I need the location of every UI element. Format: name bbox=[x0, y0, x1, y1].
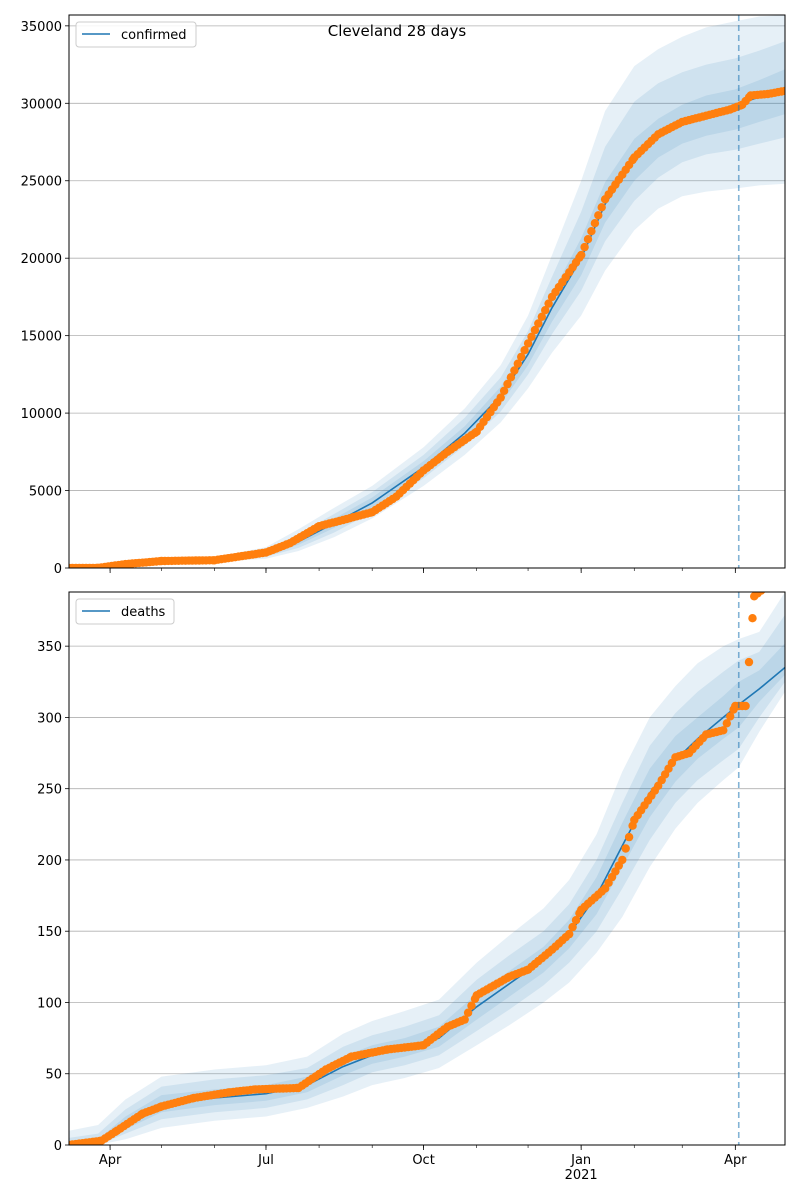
confirmed-observed-point bbox=[496, 393, 505, 402]
confirmed-y-tick-label: 35000 bbox=[21, 20, 62, 35]
deaths-x-tick-label: Jan bbox=[570, 1153, 591, 1168]
deaths-x-tick-label: Apr bbox=[724, 1153, 747, 1168]
deaths-x-tick-label: Apr bbox=[99, 1153, 122, 1168]
deaths-y-axis: 0 50 100 150 200 250 300 350 bbox=[37, 640, 69, 1154]
deaths-observed-point bbox=[467, 1001, 476, 1010]
deaths-x-tick-label: Jul bbox=[257, 1153, 274, 1168]
deaths-observed-point bbox=[568, 922, 577, 932]
confirmed-y-tick-label: 0 bbox=[54, 562, 62, 577]
confirmed-band-2 bbox=[69, 41, 785, 568]
confirmed-observed-point bbox=[499, 386, 509, 395]
deaths-y-tick-label: 200 bbox=[37, 854, 62, 869]
confirmed-observed-point bbox=[577, 250, 586, 260]
confirmed-y-axis: 0 5000 10000 15000 20000 25000 30000 35000 bbox=[21, 20, 69, 577]
confirmed-observed-point bbox=[597, 203, 606, 212]
confirmed-panel: 0 5000 10000 15000 20000 25000 30000 35000 conf… bbox=[21, 14, 786, 577]
confirmed-observed-point bbox=[523, 339, 533, 348]
legend-label-confirmed: confirmed bbox=[121, 28, 187, 43]
deaths-observed-point bbox=[719, 726, 728, 735]
legend-label-deaths: deaths bbox=[121, 605, 166, 620]
confirmed-y-tick-label: 5000 bbox=[29, 485, 62, 500]
confirmed-x-axis bbox=[109, 568, 736, 573]
deaths-observed-point bbox=[463, 1008, 473, 1017]
deaths-band-1 bbox=[69, 592, 785, 1145]
confirmed-observed-point bbox=[590, 219, 600, 228]
confirmed-observed-point bbox=[583, 235, 593, 244]
deaths-observed-point bbox=[565, 929, 574, 939]
deaths-y-tick-label: 150 bbox=[37, 925, 62, 940]
deaths-axes-frame bbox=[68, 591, 786, 1146]
deaths-y-tick-label: 250 bbox=[37, 783, 62, 798]
confirmed-y-tick-label: 30000 bbox=[21, 97, 62, 112]
confirmed-observed-point bbox=[534, 319, 543, 328]
confirmed-observed-point bbox=[544, 299, 553, 308]
confirmed-observed-point bbox=[503, 379, 512, 389]
deaths-observed-point bbox=[722, 719, 731, 728]
deaths-y-tick-label: 100 bbox=[37, 996, 62, 1011]
confirmed-observed-point bbox=[527, 332, 536, 341]
confirmed-y-tick-label: 10000 bbox=[21, 407, 62, 422]
deaths-observed-point bbox=[571, 916, 581, 925]
confirmed-axes-frame bbox=[68, 14, 786, 569]
deaths-observed-points bbox=[69, 592, 766, 1145]
deaths-observed-point bbox=[618, 855, 627, 865]
deaths-legend: deaths bbox=[75, 598, 175, 625]
deaths-observed-point bbox=[741, 701, 750, 711]
confirmed-band-1 bbox=[69, 15, 785, 568]
deaths-x-tick-label: Oct bbox=[412, 1153, 434, 1168]
legend-box bbox=[75, 21, 197, 48]
confirmed-observed-point bbox=[530, 325, 540, 335]
confirmed-observed-point bbox=[510, 366, 519, 375]
deaths-y-tick-label: 0 bbox=[54, 1139, 62, 1154]
confirmed-observed-points bbox=[69, 86, 785, 568]
chart-title: Cleveland 28 days bbox=[328, 22, 467, 40]
confirmed-observed-point bbox=[541, 306, 550, 315]
confirmed-observed-point bbox=[580, 242, 589, 252]
deaths-observed-point bbox=[744, 657, 754, 667]
deaths-observed-point bbox=[748, 614, 757, 623]
deaths-x-tick-year-label: 2021 bbox=[565, 1168, 598, 1183]
confirmed-observed-point bbox=[537, 312, 546, 321]
deaths-observed-point bbox=[621, 844, 630, 853]
legend-box bbox=[75, 598, 175, 625]
confirmed-observed-point bbox=[513, 359, 522, 368]
deaths-y-tick-label: 50 bbox=[45, 1068, 62, 1083]
confirmed-y-tick-label: 15000 bbox=[21, 330, 62, 345]
deaths-y-tick-label: 350 bbox=[37, 640, 62, 655]
confirmed-observed-point bbox=[517, 352, 526, 362]
confirmed-legend: confirmed bbox=[75, 21, 197, 48]
deaths-observed-point bbox=[726, 712, 735, 721]
deaths-observed-point bbox=[624, 832, 634, 842]
confirmed-y-tick-label: 20000 bbox=[21, 252, 62, 267]
confirmed-observed-point bbox=[506, 373, 516, 382]
confirmed-observed-point bbox=[780, 86, 785, 96]
confirmed-observed-point bbox=[520, 346, 529, 355]
deaths-observed-point bbox=[460, 1015, 469, 1024]
confirmed-observed-point bbox=[587, 227, 596, 236]
confirmed-observed-point bbox=[594, 211, 603, 220]
confirmed-y-tick-label: 25000 bbox=[21, 175, 62, 190]
deaths-y-tick-label: 300 bbox=[37, 711, 62, 726]
